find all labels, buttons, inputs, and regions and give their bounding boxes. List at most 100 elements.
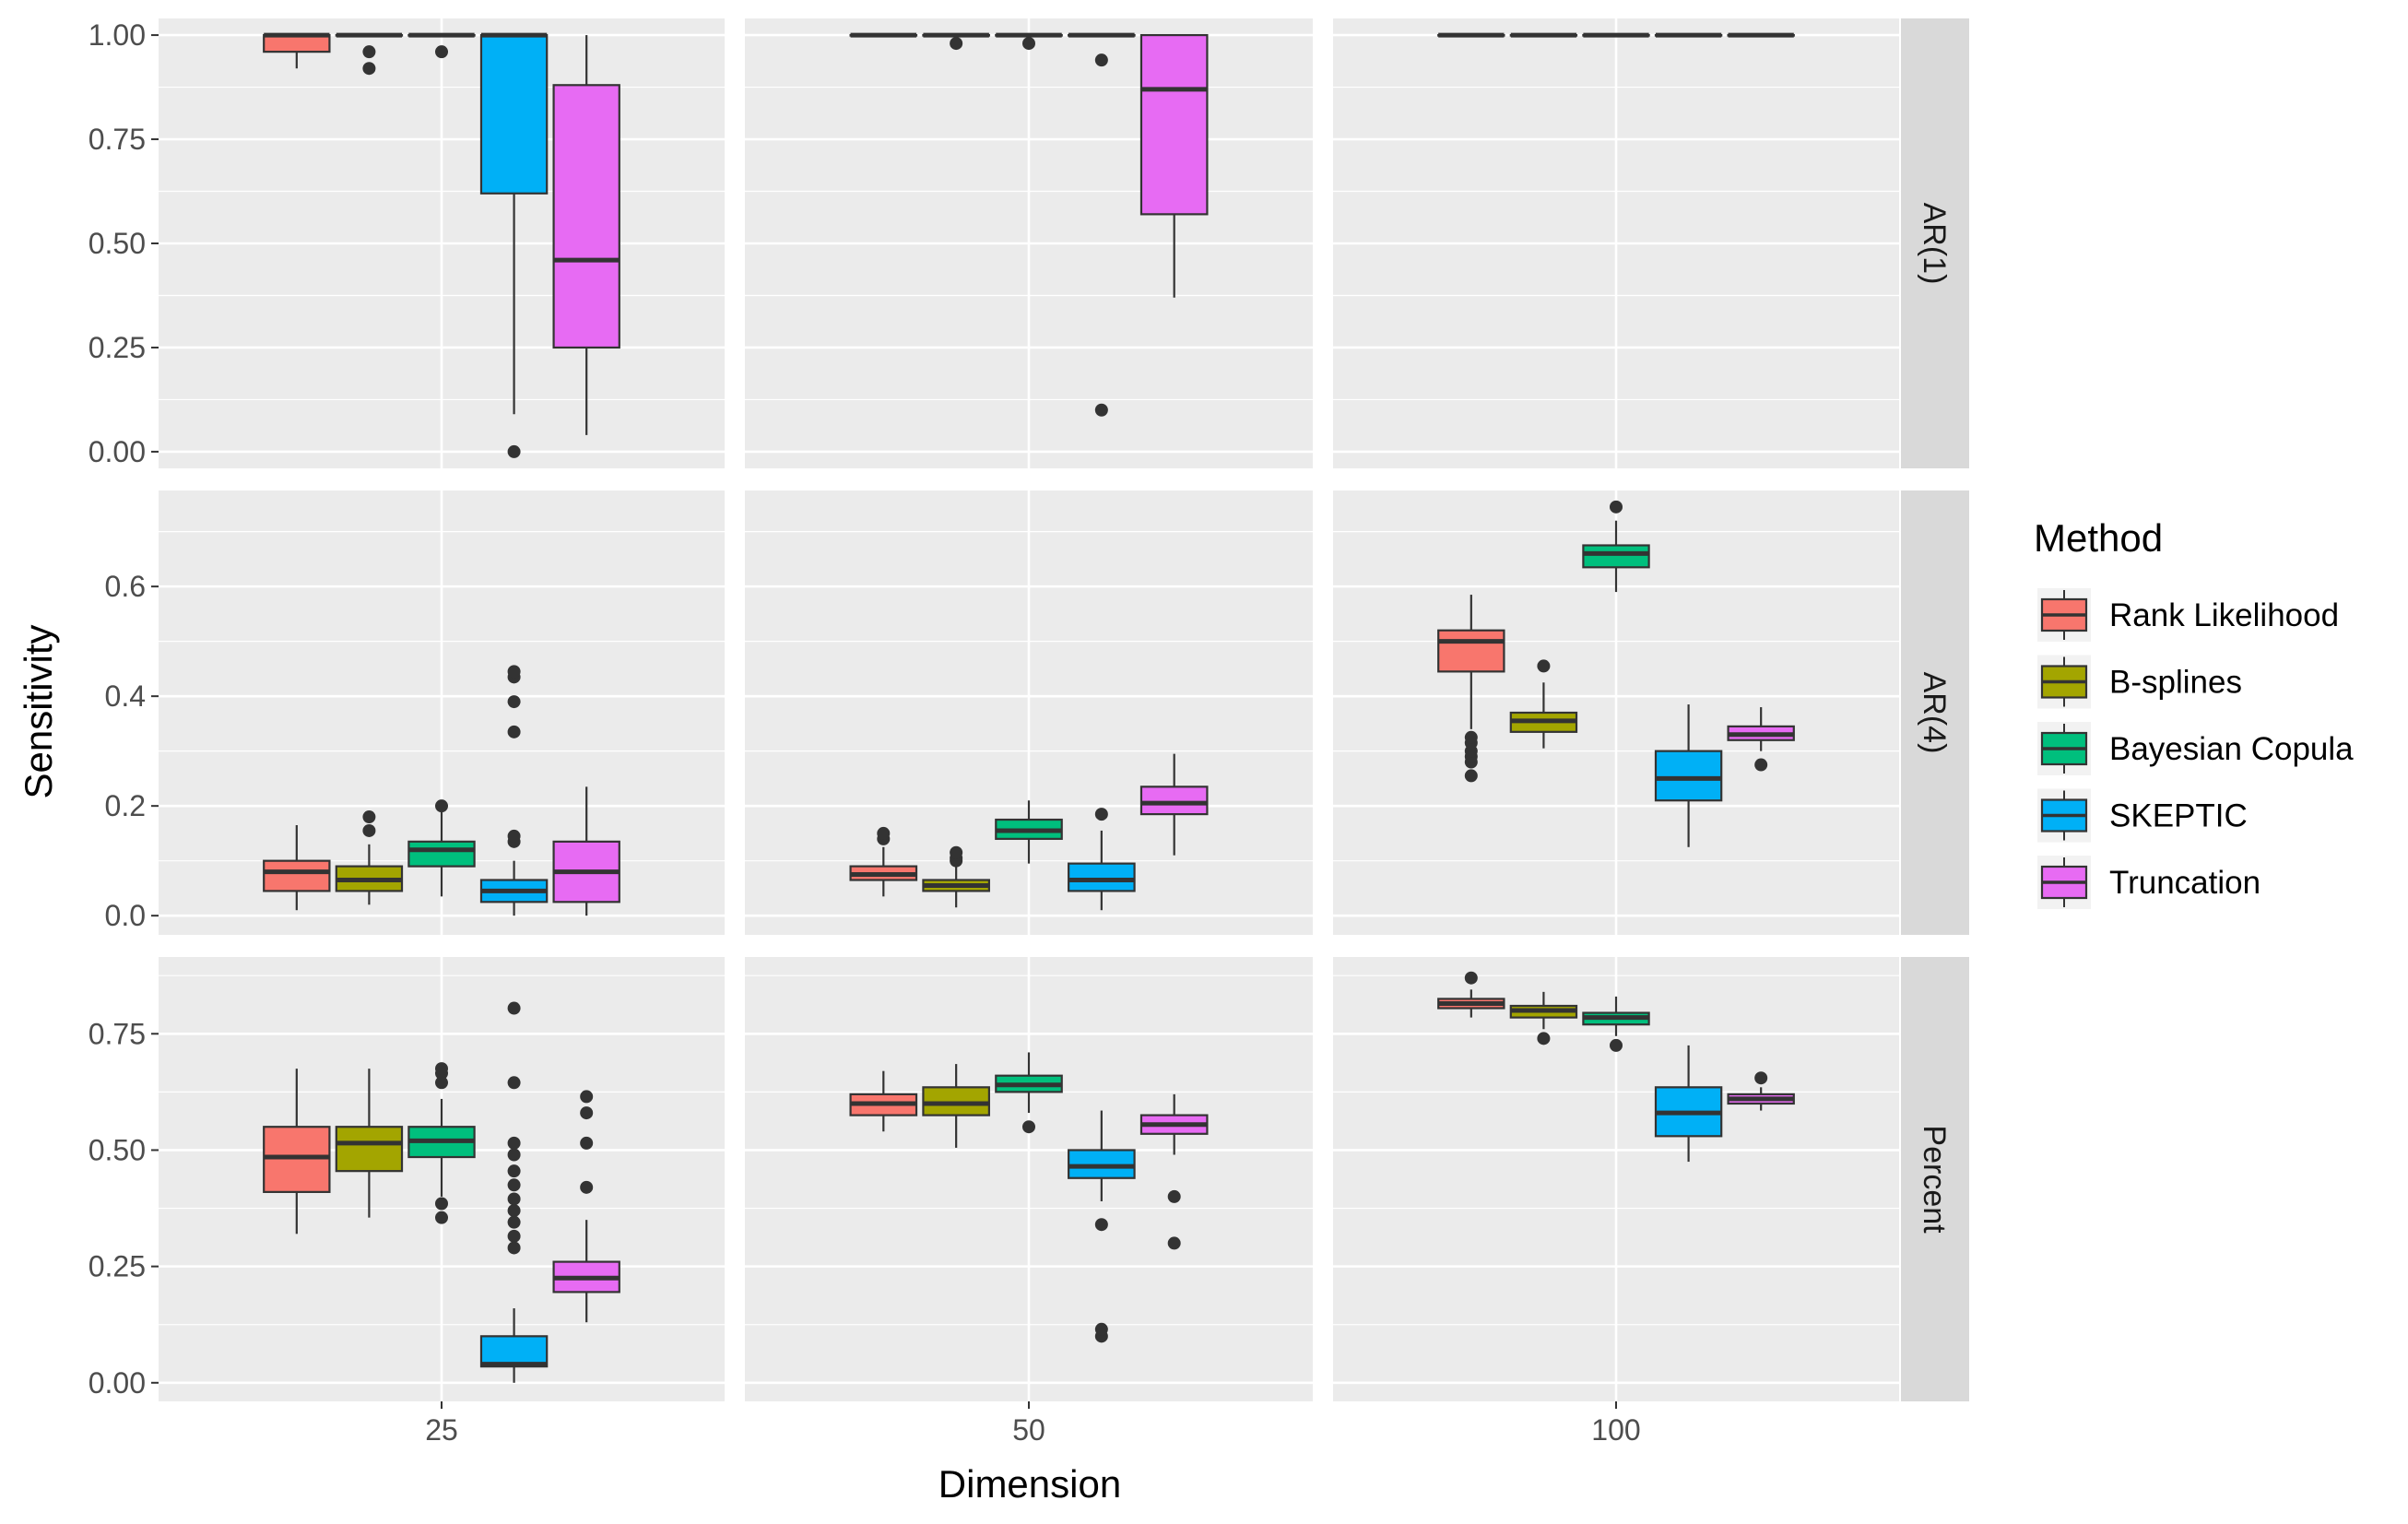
x-axis: 25 50 100 — [425, 1401, 1641, 1447]
box-b-splines — [922, 32, 990, 51]
outlier-point — [507, 725, 521, 738]
y-tick-label: 0.50 — [89, 1133, 146, 1166]
outlier-point — [950, 845, 963, 859]
box-truncation — [1727, 1071, 1795, 1111]
box-skeptic — [1654, 32, 1723, 38]
box-rank-likelihood — [849, 1070, 918, 1132]
outlier-point — [507, 1192, 521, 1206]
panels-layer — [159, 18, 1899, 1401]
panel-AR(4)-25 — [159, 490, 725, 935]
outlier-point — [1464, 730, 1478, 744]
legend-label: Rank Likelihood — [2109, 597, 2339, 633]
outlier-point — [507, 1241, 521, 1255]
legend-item-b-splines: B-splines — [2037, 655, 2242, 709]
box-bayesian-copula — [1582, 32, 1650, 38]
box-skeptic — [1068, 1110, 1136, 1343]
box-bayesian-copula — [995, 32, 1063, 51]
outlier-point — [435, 1076, 448, 1090]
y-tick-label: 0.4 — [105, 679, 146, 713]
outlier-point — [507, 1001, 521, 1015]
legend-label: Truncation — [2109, 865, 2260, 901]
y-tick-label: 0.75 — [89, 123, 146, 156]
box-skeptic — [1654, 1045, 1723, 1163]
panel-AR(4)-50 — [745, 490, 1313, 935]
outlier-point — [1610, 1038, 1623, 1052]
outlier-point — [1464, 971, 1478, 985]
x-tick-label: 25 — [425, 1413, 458, 1447]
box-bayesian-copula — [995, 800, 1063, 864]
outlier-point — [435, 1197, 448, 1211]
box-body — [1139, 786, 1209, 816]
facet-strip-label: AR(1) — [1917, 203, 1952, 285]
outlier-point — [507, 665, 521, 679]
legend-label: B-splines — [2109, 665, 2242, 701]
outlier-point — [435, 45, 448, 59]
outlier-point — [1167, 1189, 1181, 1203]
y-tick-label: 0.00 — [89, 435, 146, 468]
panel-AR(4)-100 — [1333, 490, 1899, 935]
box-body — [407, 840, 476, 868]
y-axes: 0.00 0.25 0.50 0.75 1.00 0.0 0.2 0.4 0.6 0.00 0.25… — [89, 18, 159, 1400]
box-truncation — [1727, 707, 1795, 772]
outlier-point — [362, 823, 376, 837]
box-rank-likelihood — [849, 826, 918, 897]
x-axis-title: Dimension — [938, 1462, 1121, 1506]
outlier-point — [507, 1229, 521, 1243]
y-tick-label: 1.00 — [89, 18, 146, 52]
y-tick-label: 0.25 — [89, 331, 146, 364]
box-skeptic — [479, 32, 549, 458]
outlier-point — [435, 799, 448, 813]
box-body — [552, 84, 620, 349]
outlier-point — [507, 829, 521, 843]
box-rank-likelihood — [263, 1069, 331, 1235]
legend-item-truncation: Truncation — [2037, 856, 2260, 909]
outlier-point — [580, 1180, 594, 1194]
box-body — [922, 1086, 990, 1116]
outlier-point — [507, 444, 521, 458]
outlier-point — [1464, 769, 1478, 783]
outlier-point — [1094, 53, 1108, 67]
box-bayesian-copula — [407, 1062, 476, 1224]
box-body — [479, 33, 549, 195]
legend-item-bayesian-copula: Bayesian Copula — [2037, 722, 2354, 775]
outlier-point — [507, 1178, 521, 1192]
outlier-point — [507, 1136, 521, 1150]
panel-AR(1)-25 — [159, 18, 725, 468]
box-b-splines — [335, 810, 404, 905]
box-bayesian-copula — [1582, 500, 1650, 593]
y-tick-label: 0.0 — [105, 899, 146, 932]
box-body — [1582, 544, 1650, 569]
box-b-splines — [922, 845, 990, 908]
box-rank-likelihood — [1437, 595, 1505, 783]
box-body — [263, 859, 331, 892]
y-tick-label: 0.75 — [89, 1017, 146, 1050]
box-rank-likelihood — [1437, 971, 1505, 1018]
box-skeptic — [1654, 704, 1723, 847]
x-tick-label: 100 — [1591, 1413, 1640, 1447]
outlier-point — [1094, 403, 1108, 417]
box-b-splines — [335, 32, 404, 76]
outlier-point — [507, 695, 521, 709]
outlier-point — [507, 1164, 521, 1178]
outlier-point — [507, 1204, 521, 1218]
box-body — [263, 1126, 331, 1193]
outlier-point — [580, 1136, 594, 1150]
box-bayesian-copula — [995, 1052, 1063, 1134]
box-truncation — [552, 786, 620, 916]
y-tick-label: 0.25 — [89, 1250, 146, 1283]
outlier-point — [580, 1106, 594, 1120]
box-b-splines — [1509, 659, 1578, 749]
outlier-point — [1167, 1236, 1181, 1250]
box-truncation — [1139, 753, 1209, 856]
outlier-point — [1610, 500, 1623, 514]
outlier-point — [580, 1090, 594, 1104]
box-body — [1068, 1149, 1136, 1179]
outlier-point — [1094, 1218, 1108, 1232]
outlier-point — [877, 826, 891, 840]
panel-Percent-50 — [745, 957, 1313, 1401]
legend-label: SKEPTIC — [2109, 798, 2248, 834]
outlier-point — [1537, 659, 1551, 673]
outlier-point — [435, 1062, 448, 1076]
outlier-point — [950, 37, 963, 51]
